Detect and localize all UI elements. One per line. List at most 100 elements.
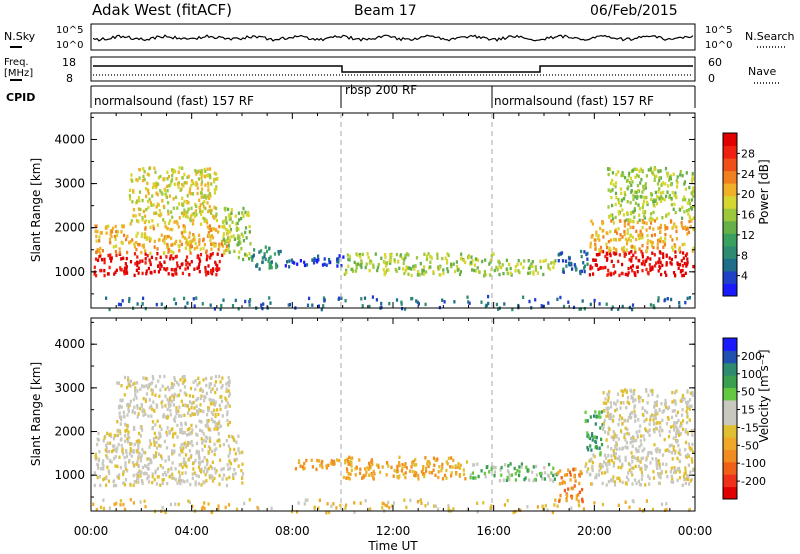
scatter-cell bbox=[134, 388, 137, 393]
scatter-cell bbox=[142, 209, 146, 214]
scatter-cell bbox=[618, 237, 621, 242]
scatter-cell bbox=[646, 202, 649, 207]
scatter-cell bbox=[116, 420, 119, 424]
scatter-cell bbox=[407, 253, 410, 257]
scatter-cell bbox=[95, 234, 98, 239]
scatter-cell bbox=[670, 262, 673, 266]
scatter-cell bbox=[135, 396, 138, 400]
scatter-cell bbox=[514, 264, 517, 269]
scatter-cell bbox=[268, 296, 271, 300]
scatter-cell bbox=[637, 188, 640, 193]
scatter-cell bbox=[677, 266, 680, 270]
scatter-cell bbox=[413, 463, 416, 467]
scatter-cell bbox=[166, 267, 169, 271]
scatter-cell bbox=[226, 248, 229, 252]
scatter-cell bbox=[687, 208, 690, 212]
scatter-cell bbox=[543, 466, 546, 470]
scatter-cell bbox=[360, 265, 363, 269]
scatter-cell bbox=[633, 389, 636, 393]
scatter-cell bbox=[185, 237, 188, 242]
scatter-cell bbox=[401, 256, 404, 261]
y-tick-label: 1000 bbox=[54, 468, 85, 482]
scatter-cell bbox=[637, 464, 640, 469]
scatter-cell bbox=[593, 414, 596, 418]
scatter-cell bbox=[464, 477, 467, 481]
scatter-cell bbox=[421, 268, 424, 272]
scatter-cell bbox=[671, 190, 674, 195]
scatter-cell bbox=[604, 265, 607, 270]
scatter-cell bbox=[638, 399, 641, 404]
scatter-cell bbox=[202, 439, 205, 443]
scatter-cell bbox=[660, 272, 663, 277]
scatter-cell bbox=[669, 425, 673, 429]
scatter-cell bbox=[639, 167, 642, 171]
scatter-cell bbox=[425, 270, 428, 274]
scatter-cell bbox=[493, 268, 496, 273]
scatter-cell bbox=[605, 483, 608, 487]
scatter-cell bbox=[614, 181, 618, 185]
scatter-cell bbox=[223, 249, 226, 253]
scatter-cell bbox=[126, 428, 129, 432]
scatter-cell bbox=[153, 440, 156, 444]
scatter-cell bbox=[385, 261, 388, 265]
scatter-cell bbox=[242, 206, 245, 211]
scatter-cell bbox=[673, 194, 676, 198]
scatter-cell bbox=[115, 268, 118, 272]
scatter-cell bbox=[665, 213, 668, 217]
scatter-cell bbox=[651, 267, 654, 271]
scatter-cell bbox=[205, 479, 208, 483]
scatter-cell bbox=[658, 449, 662, 453]
scatter-cell bbox=[531, 264, 534, 269]
scatter-cell bbox=[185, 464, 188, 469]
scatter-cell bbox=[214, 244, 217, 248]
scatter-cell bbox=[667, 171, 670, 176]
scatter-cell bbox=[333, 462, 336, 466]
scatter-cell bbox=[202, 469, 205, 474]
scatter-cell bbox=[657, 296, 660, 300]
scatter-cell bbox=[485, 303, 488, 307]
scatter-cell bbox=[506, 498, 509, 503]
scatter-cell bbox=[638, 258, 641, 263]
scatter-cell bbox=[506, 475, 509, 480]
scatter-cell bbox=[377, 465, 380, 469]
scatter-cell bbox=[128, 383, 131, 387]
scatter-cell bbox=[641, 205, 644, 210]
scatter-cell bbox=[679, 170, 682, 174]
scatter-cell bbox=[419, 498, 422, 502]
scatter-cell bbox=[672, 224, 675, 228]
scatter-cell bbox=[602, 425, 605, 429]
scatter-cell bbox=[288, 265, 291, 269]
scatter-cell bbox=[692, 177, 695, 181]
scatter-cell bbox=[148, 173, 151, 177]
scatter-cell bbox=[164, 415, 167, 419]
scatter-cell bbox=[152, 436, 155, 441]
noise-sky-line bbox=[92, 34, 694, 42]
scatter-cell bbox=[166, 170, 169, 174]
scatter-cell bbox=[612, 221, 615, 225]
scatter-cell bbox=[184, 445, 187, 449]
scatter-cell bbox=[165, 446, 169, 450]
scatter-cell bbox=[603, 471, 606, 475]
scatter-cell bbox=[188, 408, 191, 412]
scatter-cell bbox=[158, 394, 161, 398]
scatter-cell bbox=[688, 202, 692, 206]
scatter-cell bbox=[437, 470, 440, 474]
scatter-cell bbox=[204, 466, 207, 470]
scatter-cell bbox=[645, 248, 648, 253]
scatter-cell bbox=[240, 216, 243, 221]
scatter-cell bbox=[529, 264, 532, 268]
scatter-cell bbox=[513, 466, 516, 471]
scatter-cell bbox=[335, 506, 338, 510]
scatter-cell bbox=[372, 265, 375, 269]
scatter-cell bbox=[148, 457, 151, 461]
scatter-cell bbox=[369, 261, 372, 265]
scatter-cell bbox=[425, 466, 428, 470]
scatter-cell bbox=[142, 167, 145, 171]
scatter-cell bbox=[146, 377, 149, 381]
scatter-cell bbox=[218, 420, 221, 424]
scatter-cell bbox=[234, 458, 237, 463]
scatter-cell bbox=[416, 300, 419, 304]
scatter-cell bbox=[471, 471, 474, 475]
scatter-cell bbox=[375, 463, 379, 467]
scatter-cell bbox=[108, 458, 111, 463]
